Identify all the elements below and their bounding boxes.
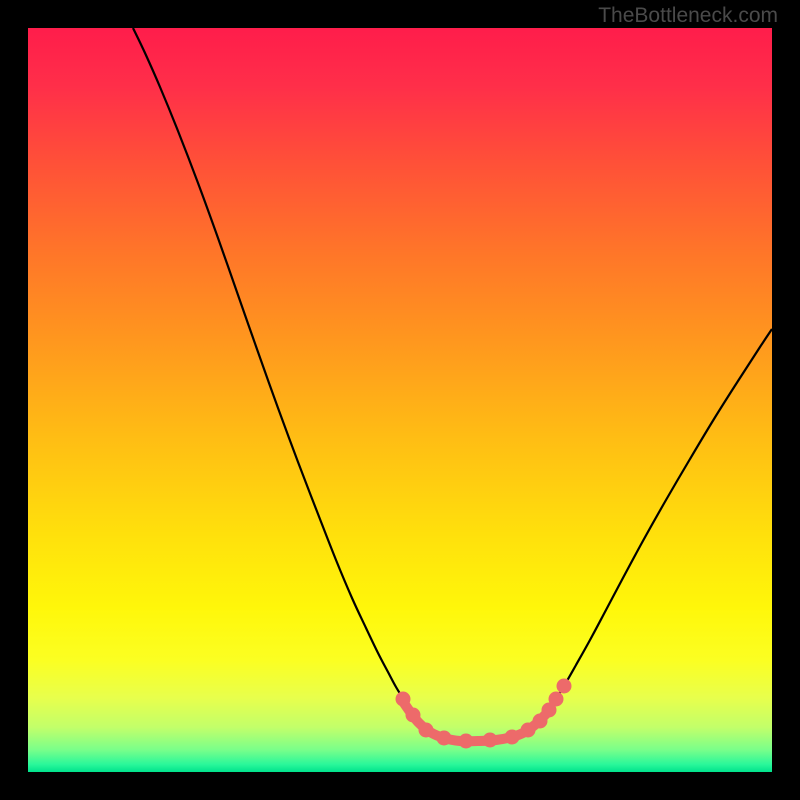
highlight-dot [419,723,434,738]
highlight-dot [557,679,572,694]
highlight-dot [483,733,498,748]
gradient-plot-area [28,28,772,772]
highlight-dot [549,692,564,707]
highlight-dot [521,723,536,738]
highlight-dot [505,730,520,745]
bottleneck-chart: TheBottleneck.com [0,0,800,800]
watermark-text: TheBottleneck.com [598,4,778,27]
chart-container: TheBottleneck.com [0,0,800,800]
highlight-dot [459,734,474,749]
highlight-dot [437,731,452,746]
highlight-dot [406,708,421,723]
highlight-dot [396,692,411,707]
